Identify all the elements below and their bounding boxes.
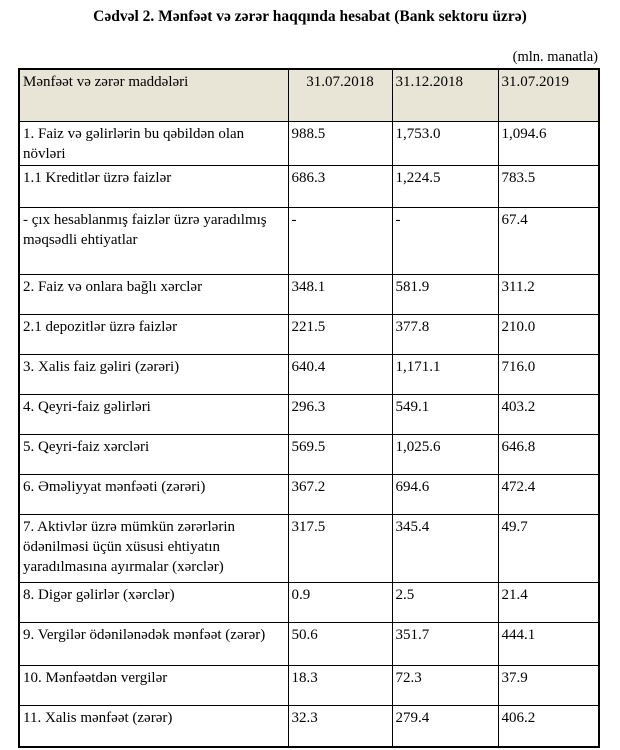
row-label: - çıx hesablanmış faizlər üzrə yaradılmı… [18, 206, 289, 275]
table-row: 6. Əməliyyat mənfəəti (zərəri) 367.2 694.6… [18, 473, 600, 515]
row-value: 2.5 [391, 581, 499, 623]
row-value: 1,224.5 [391, 164, 499, 208]
table-row: 3. Xalis faiz gəliri (zərəri) 640.4 1,171.… [18, 353, 600, 395]
table-row: - çıx hesablanmış faizlər üzrə yaradılmı… [18, 206, 600, 275]
table-header-row: Mənfəət və zərər maddələri 31.07.2018 31… [18, 68, 600, 122]
row-value: 50.6 [287, 621, 393, 666]
unit-note: (mln. manatla) [512, 49, 598, 65]
row-value: 345.4 [391, 513, 499, 583]
table-row: 7. Aktivlər üzrə mümkün zərərlərin ödəni… [18, 513, 600, 583]
row-value: 1,094.6 [497, 120, 600, 166]
row-value: 694.6 [391, 473, 499, 515]
row-value: 296.3 [287, 393, 393, 435]
table-row: 2. Faiz və onlara bağlı xərclər 348.1 581.… [18, 273, 600, 315]
page-title: Cədvəl 2. Mənfəət və zərər haqqında hesa… [93, 8, 527, 25]
table-row: 11. Xalis mənfəət (zərər) 32.3 279.4 406.2 [18, 704, 600, 748]
row-value: - [287, 206, 393, 275]
row-value: 367.2 [287, 473, 393, 515]
row-value: 444.1 [497, 621, 600, 666]
row-label: 6. Əməliyyat mənfəəti (zərəri) [18, 473, 289, 515]
row-value: 686.3 [287, 164, 393, 208]
row-value: 72.3 [391, 664, 499, 706]
row-value: 569.5 [287, 433, 393, 475]
row-value: 21.4 [497, 581, 600, 623]
row-label: 7. Aktivlər üzrə mümkün zərərlərin ödəni… [18, 513, 289, 583]
row-value: 279.4 [391, 704, 499, 748]
column-header-date-1: 31.07.2018 [287, 68, 393, 122]
profit-loss-table: Mənfəət və zərər maddələri 31.07.2018 31… [18, 68, 600, 748]
row-value: 221.5 [287, 313, 393, 355]
row-value: 348.1 [287, 273, 393, 315]
row-value: 716.0 [497, 353, 600, 395]
row-value: 783.5 [497, 164, 600, 208]
table-row: 4. Qeyri-faiz gəlirləri 296.3 549.1 403.2 [18, 393, 600, 435]
row-label: 1. Faiz və gəlirlərin bu qəbildən olan n… [18, 120, 289, 166]
row-value: 67.4 [497, 206, 600, 275]
row-value: 1,171.1 [391, 353, 499, 395]
row-label: 11. Xalis mənfəət (zərər) [18, 704, 289, 748]
row-label: 9. Vergilər ödənilənədək mənfəət (zərər) [18, 621, 289, 666]
row-label: 2. Faiz və onlara bağlı xərclər [18, 273, 289, 315]
row-label: 5. Qeyri-faiz xərcləri [18, 433, 289, 475]
table-row: 8. Digər gəlirlər (xərclər) 0.9 2.5 21.4 [18, 581, 600, 623]
row-value: 0.9 [287, 581, 393, 623]
row-value: 18.3 [287, 664, 393, 706]
row-value: 32.3 [287, 704, 393, 748]
table-row: 1.1 Kreditlər üzrə faizlər 686.3 1,224.5 78… [18, 164, 600, 208]
column-header-date-3: 31.07.2019 [497, 68, 600, 122]
table-row: 1. Faiz və gəlirlərin bu qəbildən olan n… [18, 120, 600, 166]
row-label: 4. Qeyri-faiz gəlirləri [18, 393, 289, 435]
row-label: 2.1 depozitlər üzrə faizlər [18, 313, 289, 355]
row-label: 1.1 Kreditlər üzrə faizlər [18, 164, 289, 208]
row-value: 1,025.6 [391, 433, 499, 475]
table-row: 9. Vergilər ödənilənədək mənfəət (zərər)… [18, 621, 600, 666]
row-label: 3. Xalis faiz gəliri (zərəri) [18, 353, 289, 395]
table-row: 10. Mənfəətdən vergilər 18.3 72.3 37.9 [18, 664, 600, 706]
row-value: 472.4 [497, 473, 600, 515]
row-value: 640.4 [287, 353, 393, 395]
row-value: 988.5 [287, 120, 393, 166]
row-value: 403.2 [497, 393, 600, 435]
row-value: 377.8 [391, 313, 499, 355]
row-value: 49.7 [497, 513, 600, 583]
row-value: 351.7 [391, 621, 499, 666]
row-value: 1,753.0 [391, 120, 499, 166]
row-value: 210.0 [497, 313, 600, 355]
row-label: 10. Mənfəətdən vergilər [18, 664, 289, 706]
row-value: - [391, 206, 499, 275]
row-value: 317.5 [287, 513, 393, 583]
row-value: 406.2 [497, 704, 600, 748]
row-value: 549.1 [391, 393, 499, 435]
row-value: 311.2 [497, 273, 600, 315]
row-value: 646.8 [497, 433, 600, 475]
row-value: 581.9 [391, 273, 499, 315]
table-row: 2.1 depozitlər üzrə faizlər 221.5 377.8 210… [18, 313, 600, 355]
row-label: 8. Digər gəlirlər (xərclər) [18, 581, 289, 623]
table-row: 5. Qeyri-faiz xərcləri 569.5 1,025.6 646.8 [18, 433, 600, 475]
column-header-date-2: 31.12.2018 [391, 68, 499, 122]
column-header-items: Mənfəət və zərər maddələri [18, 68, 289, 122]
row-value: 37.9 [497, 664, 600, 706]
